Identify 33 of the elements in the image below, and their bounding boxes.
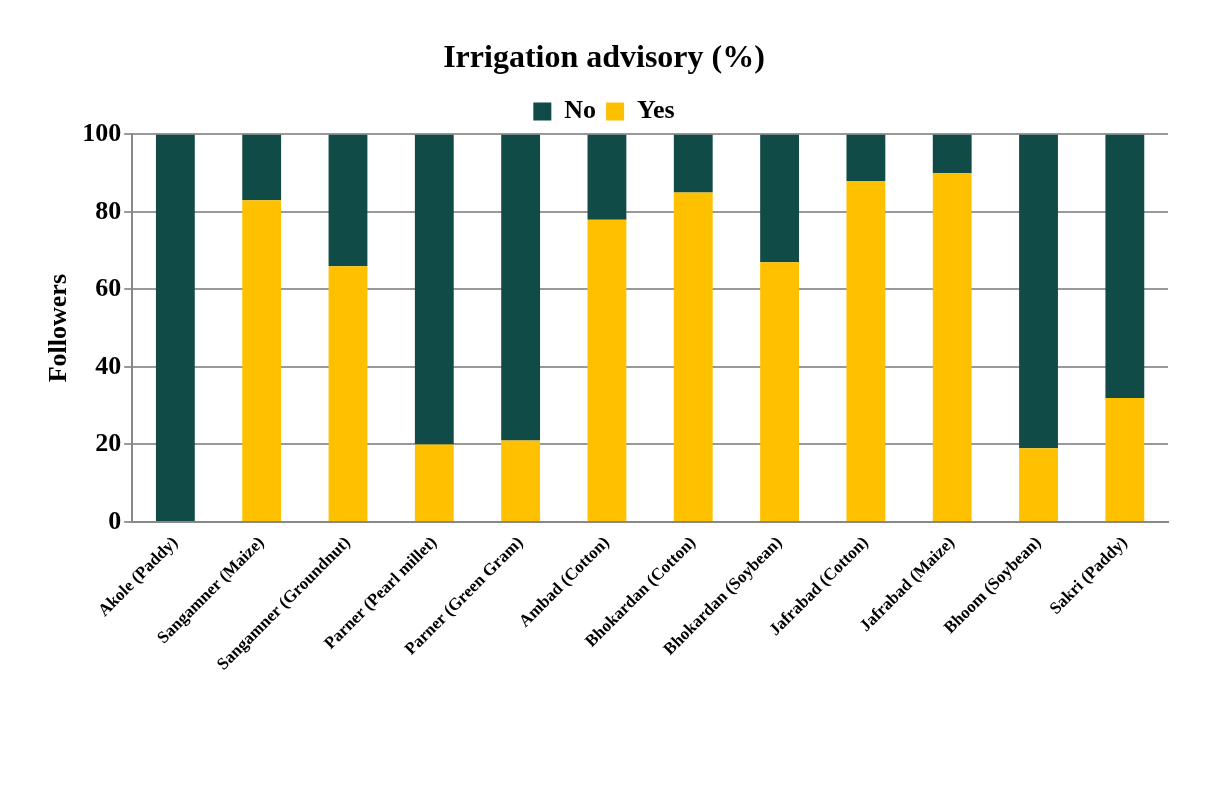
bar — [501, 134, 541, 441]
y-tick-label: 80 — [95, 195, 122, 225]
bar — [328, 266, 368, 521]
y-tick-label: 100 — [82, 118, 122, 148]
bar — [587, 219, 627, 521]
bar — [328, 134, 368, 267]
bar — [673, 192, 713, 521]
bar — [1019, 448, 1058, 521]
bar — [760, 262, 799, 521]
legend-label: No — [564, 95, 597, 125]
bar — [846, 134, 886, 181]
bar — [587, 134, 627, 220]
y-tick-label: 20 — [95, 428, 122, 458]
y-tick-label: 40 — [95, 350, 122, 380]
bar — [932, 173, 972, 521]
legend-label: Yes — [637, 95, 675, 125]
bar — [501, 440, 541, 521]
bar — [673, 134, 713, 193]
bar — [242, 134, 282, 201]
y-tick-label: 60 — [95, 273, 122, 303]
bar — [414, 134, 454, 445]
bar — [242, 200, 282, 521]
bar — [932, 134, 972, 174]
bar — [414, 444, 454, 521]
y-tick-label: 0 — [108, 505, 122, 535]
bar — [760, 134, 799, 263]
chart-title: Irrigation advisory (%) — [443, 38, 765, 75]
bar — [846, 180, 886, 521]
bar — [155, 134, 195, 521]
bar — [1105, 134, 1145, 398]
bar — [1019, 134, 1058, 449]
y-axis-title: Followers — [43, 273, 73, 383]
bar — [1105, 397, 1145, 521]
